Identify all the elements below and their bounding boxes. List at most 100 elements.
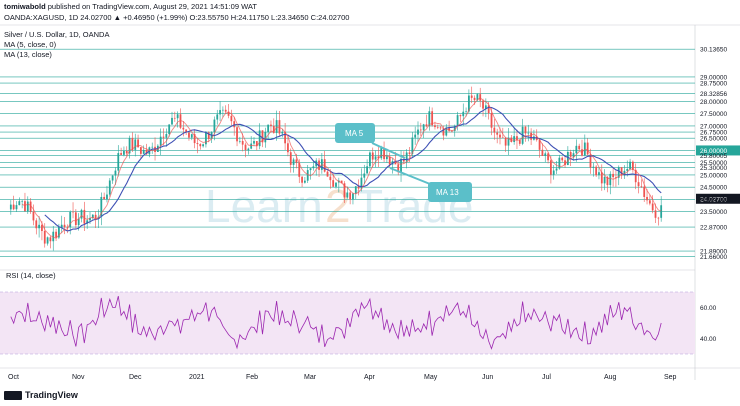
y-tick-label: 27.00000: [700, 123, 727, 130]
candle-body: [55, 231, 57, 238]
candle-body: [309, 168, 312, 171]
candle-body: [72, 211, 74, 213]
x-tick-label: 2021: [189, 374, 205, 381]
candle-body: [190, 134, 193, 138]
rsi-label: RSI (14, close): [6, 271, 56, 280]
candle-body: [66, 227, 69, 228]
y-tick-label: 26.00000: [700, 148, 727, 155]
candle-body: [100, 196, 103, 217]
candle-body: [227, 111, 230, 116]
candle-body: [513, 136, 516, 142]
candle-body: [241, 141, 244, 145]
candle-body: [425, 124, 428, 127]
candle-body: [414, 134, 417, 138]
candle-body: [467, 95, 470, 112]
y-tick-label: 23.50000: [700, 209, 727, 216]
ohlc-line: OANDA:XAGUSD, 1D 24.02700 ▲ +0.46950 (+1…: [4, 13, 350, 22]
candle-body: [575, 145, 578, 154]
candle-body: [388, 156, 391, 165]
candle-body: [281, 131, 284, 134]
candle-body: [168, 124, 171, 135]
candle-body: [77, 218, 80, 226]
candle-body: [261, 130, 264, 143]
candle-body: [394, 161, 397, 165]
x-tick-label: Sep: [664, 374, 677, 381]
candle-body: [106, 194, 108, 200]
publisher-name[interactable]: tomiwabold: [4, 2, 46, 11]
candle-body: [648, 200, 651, 204]
candle-body: [609, 173, 612, 186]
candle-body: [332, 180, 335, 187]
watermark-left: Learn: [205, 180, 323, 232]
candle-body: [442, 128, 445, 136]
y-tick-label: 24.02700: [700, 196, 727, 203]
candle-body: [592, 166, 595, 168]
candle-body: [46, 237, 49, 244]
candle-body: [205, 132, 207, 145]
candle-body: [569, 151, 572, 157]
candle-body: [329, 176, 332, 181]
candle-body: [117, 153, 120, 171]
candle-body: [634, 169, 637, 183]
candle-body: [272, 125, 275, 133]
candle-body: [142, 149, 145, 154]
ma13-annotation: MA 13: [389, 167, 472, 202]
candle-body: [284, 131, 287, 144]
candle-body: [617, 167, 620, 178]
candle-body: [32, 211, 35, 221]
price-chart[interactable]: Learn 2 Trade MA 5 MA 13 30.13650 29.0000…: [0, 0, 740, 390]
x-tick-label: Feb: [246, 374, 258, 381]
candle-body: [518, 140, 521, 144]
candle-body: [221, 109, 224, 111]
candle-body: [202, 144, 205, 147]
candle-body: [63, 224, 66, 228]
candle-body: [343, 183, 346, 198]
x-tick-label: Aug: [604, 374, 617, 381]
candle-body: [83, 209, 86, 224]
candle-body: [484, 105, 487, 109]
candle-body: [558, 157, 561, 169]
ma5-line: [21, 97, 662, 239]
footer-brand[interactable]: TradingView: [4, 390, 78, 400]
ma13-line: [44, 106, 662, 232]
candle-body: [490, 113, 493, 128]
candle-body: [473, 97, 476, 101]
candle-body: [216, 114, 219, 120]
candle-body: [176, 114, 179, 119]
candle-body: [586, 142, 589, 155]
candle-body: [411, 137, 414, 154]
ma5-indicator-label[interactable]: MA (5, close, 0): [4, 40, 57, 49]
candle-body: [482, 100, 484, 109]
rsi-band: [0, 292, 695, 354]
candle-body: [165, 134, 168, 138]
candle-body: [306, 170, 309, 181]
symbol-title: Silver / U.S. Dollar, 1D, OANDA: [4, 30, 110, 39]
candle-body: [38, 224, 41, 229]
ma13-indicator-label[interactable]: MA (13, close): [4, 50, 52, 59]
candle-body: [380, 148, 383, 159]
candle-body: [544, 153, 547, 157]
candle-body: [318, 160, 320, 170]
candle-body: [428, 111, 431, 127]
y-tick-label: 24.00000: [700, 197, 727, 204]
candle-body: [219, 110, 221, 115]
candle-body: [224, 109, 227, 112]
candle-body: [354, 186, 357, 194]
candle-body: [171, 117, 173, 125]
rsi-tick-60: 60.00: [700, 305, 717, 312]
x-tick-label: May: [424, 374, 438, 381]
y-tick-label: 26.50000: [700, 136, 727, 143]
time-axis: Oct Nov Dec 2021 Feb Mar Apr May Jun Jul Aug Sep: [8, 374, 677, 381]
candle-body: [629, 161, 631, 169]
price-badge: [696, 193, 740, 204]
candle-body: [541, 149, 544, 157]
candle-body: [193, 134, 196, 144]
candle-body: [496, 132, 499, 135]
candle-body: [431, 111, 434, 126]
candle-body: [448, 127, 451, 131]
candle-body: [572, 153, 575, 157]
candle-body: [134, 139, 137, 150]
candle-body: [244, 144, 247, 151]
candle-body: [289, 152, 292, 165]
tradingview-logo-icon: [4, 390, 22, 400]
